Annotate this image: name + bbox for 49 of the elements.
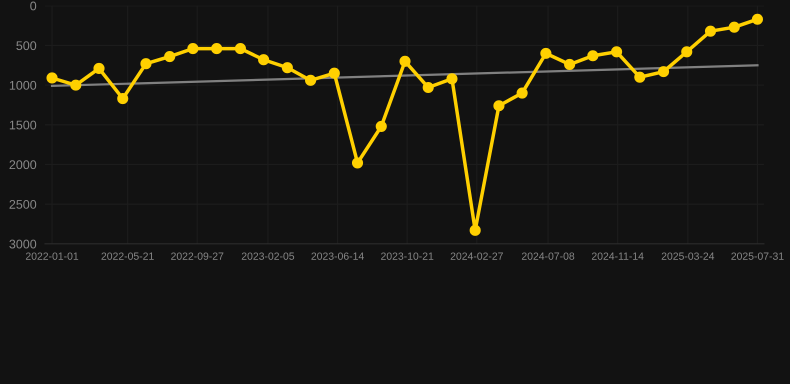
x-tick-label: 2025-03-24 [662,252,714,260]
x-tick-label: 2023-10-21 [381,252,434,260]
x-tick-label: 2024-07-08 [522,252,574,260]
point [634,72,646,83]
y-tick-label: 0 [30,2,36,10]
x-tick-label: 2022-01-01 [26,252,78,260]
x-tick-label: 2024-02-27 [450,252,503,260]
y-tick-label: 500 [16,41,36,50]
x-tick-label: 2023-06-14 [311,252,364,260]
x-tick-label: 2024-11-14 [592,252,644,260]
point [164,50,176,62]
point [234,43,246,54]
point [399,56,411,67]
point [658,66,670,78]
point [305,74,316,86]
point [117,93,128,104]
x-tick-label: 2022-05-21 [101,252,154,260]
point [752,14,764,25]
point [70,80,82,91]
x-tick-label: 2022-09-27 [171,252,224,260]
point [681,46,692,58]
point [704,26,716,37]
point [422,82,434,94]
point [540,48,552,59]
point [258,54,270,66]
y-tick-label: 3000 [9,240,36,248]
x-tick-label: 2025-07-31 [731,252,784,260]
point [46,72,58,84]
point [93,62,105,74]
point [328,68,340,79]
point [728,22,740,33]
point [611,46,622,58]
point [187,43,198,54]
y-tick-label: 2500 [10,200,36,209]
point [493,100,504,112]
point [282,62,293,74]
point [352,157,364,168]
x-tick-label: 2023-02-05 [242,252,294,260]
y-tick-label: 1000 [10,80,36,90]
point [587,50,598,62]
y-tick-label: 2000 [10,160,36,170]
point [211,43,222,54]
point [470,224,481,236]
point [376,120,387,132]
point [516,88,528,99]
y-tick-label: 1500 [10,120,36,130]
point [140,58,152,70]
point [564,58,576,70]
point [446,73,458,84]
